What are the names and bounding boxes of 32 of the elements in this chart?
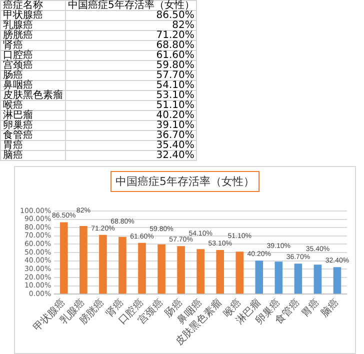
- text: 61.60%: [156, 50, 194, 61]
- text: 39.10%: [156, 120, 194, 131]
- text: 36.70%: [156, 130, 194, 141]
- text: 71.20%: [156, 30, 194, 41]
- text: 82%: [172, 20, 194, 31]
- category-label: 喉癌: [3, 100, 23, 111]
- text: 35.40%: [156, 140, 194, 151]
- text: 86.50%: [156, 10, 194, 21]
- category-label: 食管癌: [3, 130, 33, 141]
- text: 57.70%: [156, 70, 194, 81]
- text: 51.10%: [156, 100, 194, 111]
- category-label: 鼻咽癌: [3, 80, 33, 91]
- category-label: 肠癌: [3, 70, 23, 81]
- category-label: 胃癌: [3, 140, 23, 151]
- category-label: 甲状腺癌: [3, 10, 43, 21]
- text: 68.80%: [156, 40, 194, 51]
- category-label: 脑癌: [3, 150, 23, 161]
- category-label: 口腔癌: [3, 50, 33, 61]
- category-label: 卵巢癌: [3, 120, 33, 131]
- text: 54.10%: [156, 80, 194, 91]
- text: 40.20%: [156, 110, 194, 121]
- text: 53.10%: [156, 90, 194, 101]
- category-label: 淋巴瘤: [3, 110, 33, 121]
- text: 59.80%: [156, 60, 194, 71]
- category-label: 膀胱癌: [3, 30, 33, 41]
- text: 32.40%: [156, 150, 194, 161]
- category-label: 乳腺癌: [3, 20, 33, 31]
- category-label: 肾癌: [3, 40, 23, 51]
- category-label: 宫颈癌: [3, 60, 33, 71]
- x-tick-label: 脑癌: [318, 296, 342, 320]
- category-label: 皮肤黑色素瘤: [3, 90, 63, 101]
- chart-title: 中国癌症5年存活率（女性）: [110, 171, 260, 192]
